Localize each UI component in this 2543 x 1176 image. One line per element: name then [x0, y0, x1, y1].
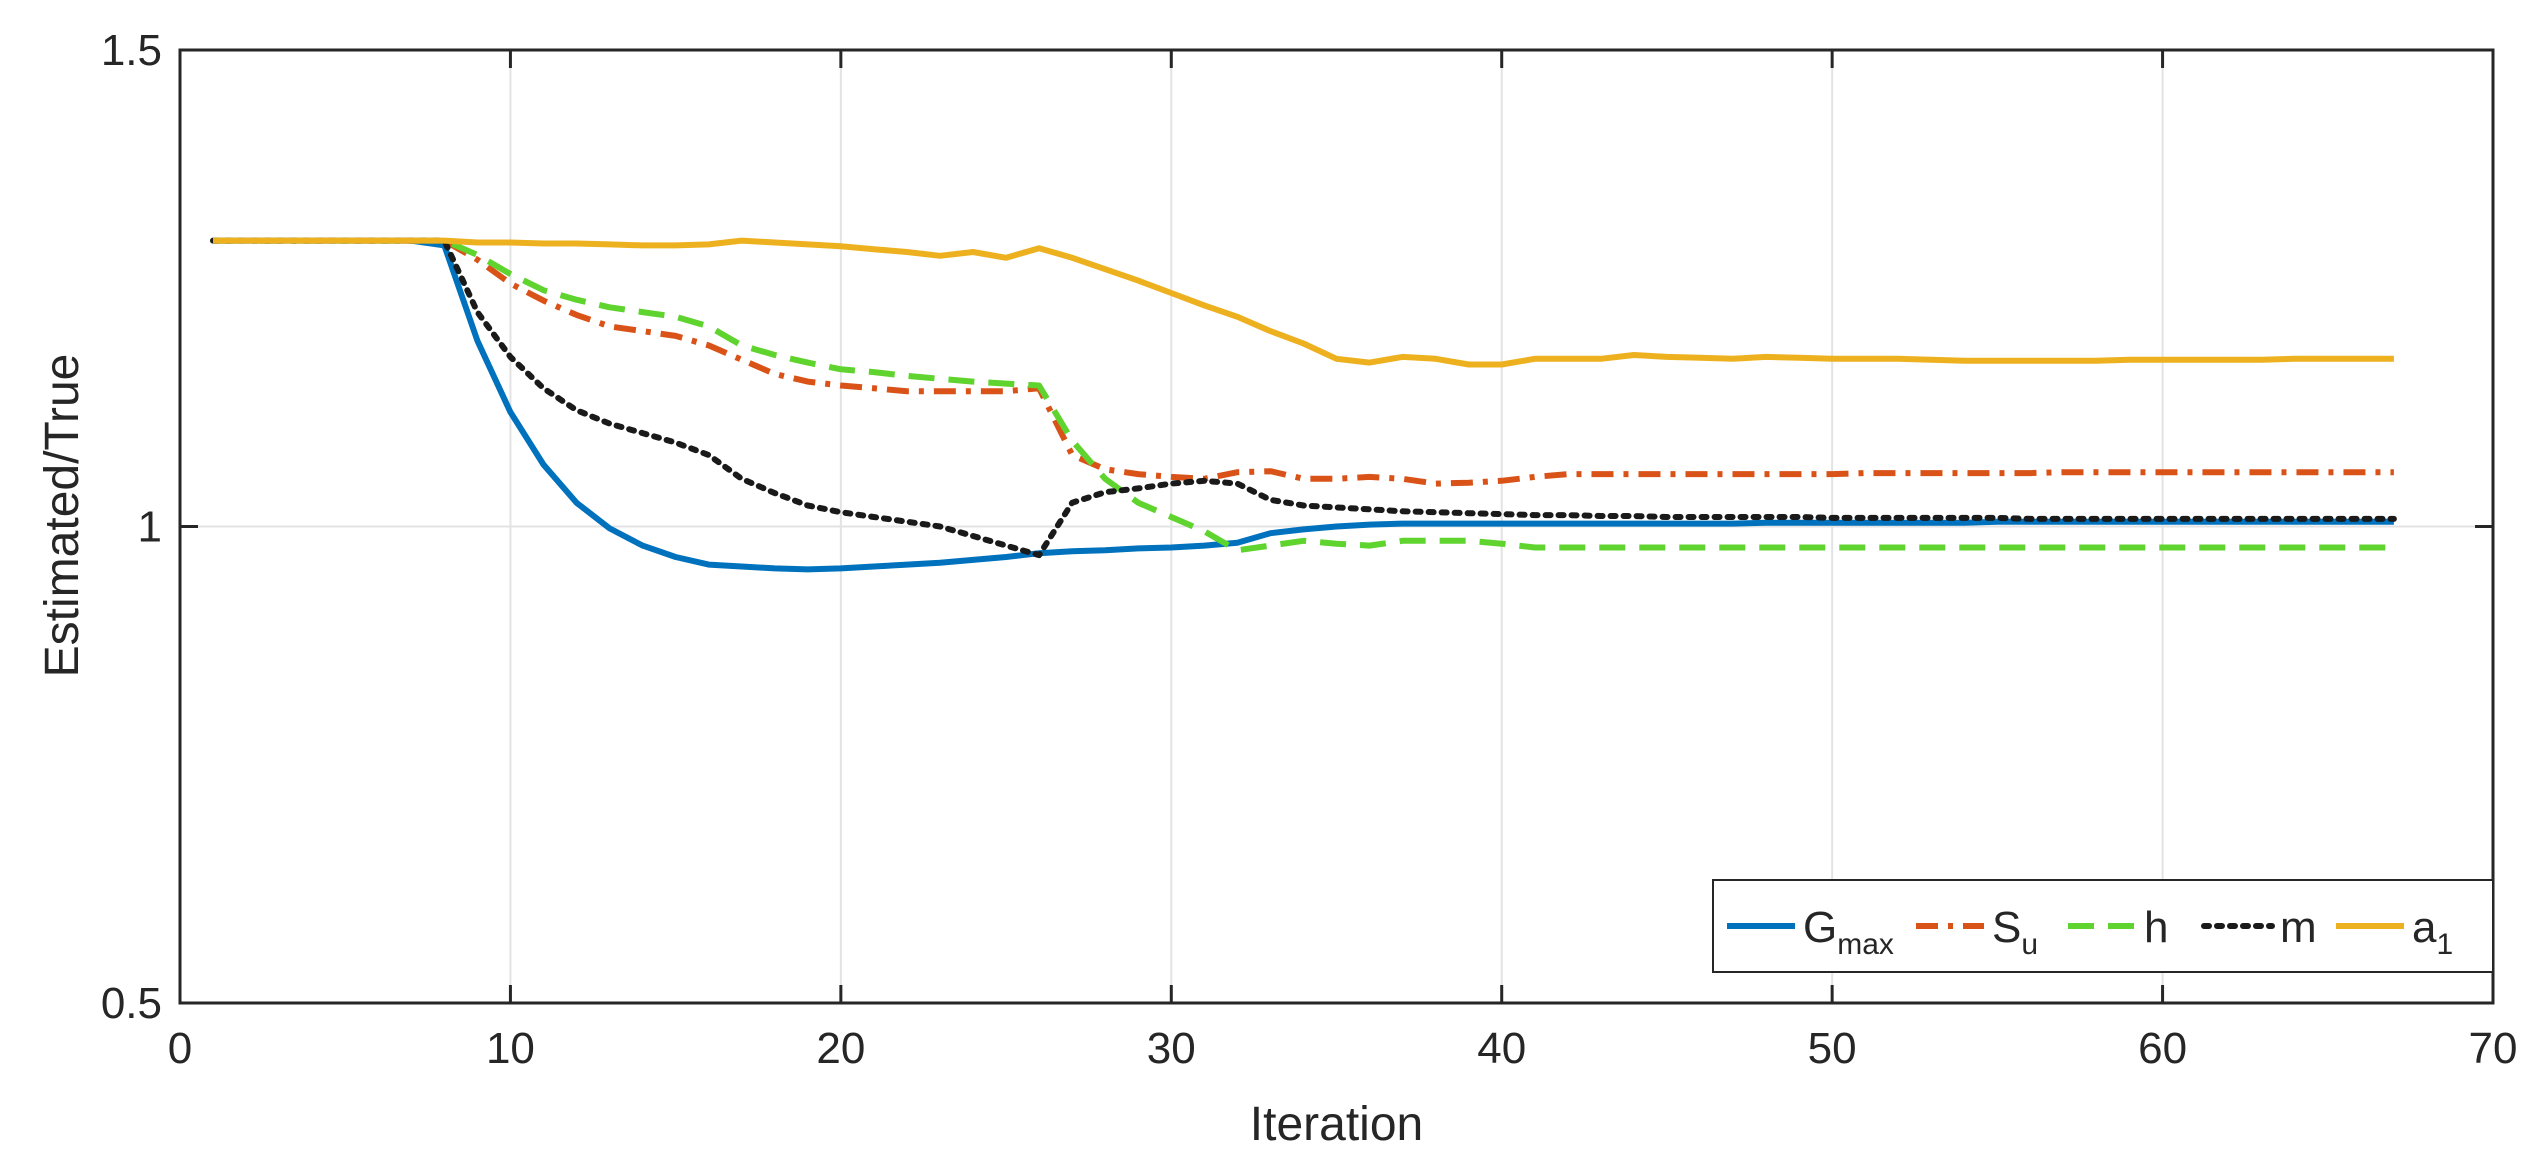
legend-label-m: m [2280, 903, 2317, 952]
x-tick-label: 30 [1147, 1024, 1196, 1073]
series-lines [210, 237, 2397, 573]
y-tick-label: 0.5 [101, 979, 162, 1028]
y-axis-label: Estimated/True [36, 354, 89, 678]
series-line-a1 [213, 237, 2394, 368]
legend-subscript: 1 [2436, 928, 2453, 961]
y-tick-label: 1.5 [101, 26, 162, 75]
series-line-m [210, 237, 2397, 559]
x-tick-label: 20 [816, 1024, 865, 1073]
x-tick-label: 50 [1808, 1024, 1857, 1073]
x-axis-label: Iteration [1250, 1098, 1423, 1151]
series-line-h [213, 237, 2394, 554]
x-tick-label: 70 [2469, 1024, 2518, 1073]
legend-subscript: max [1837, 928, 1894, 961]
legend-subscript: u [2021, 928, 2038, 961]
legend-label-h: h [2144, 903, 2168, 952]
x-tick-label: 40 [1477, 1024, 1526, 1073]
legend: Gmax Su h m a1 [1712, 879, 2494, 973]
x-tick-label: 0 [168, 1024, 192, 1073]
y-tick-label: 1 [138, 503, 162, 552]
axis-ticks: 0 10 20 30 40 50 60 70 0.5 1 1.5 [101, 26, 2518, 1073]
x-tick-label: 60 [2138, 1024, 2187, 1073]
series-line-su [213, 237, 2394, 487]
x-tick-label: 10 [486, 1024, 535, 1073]
